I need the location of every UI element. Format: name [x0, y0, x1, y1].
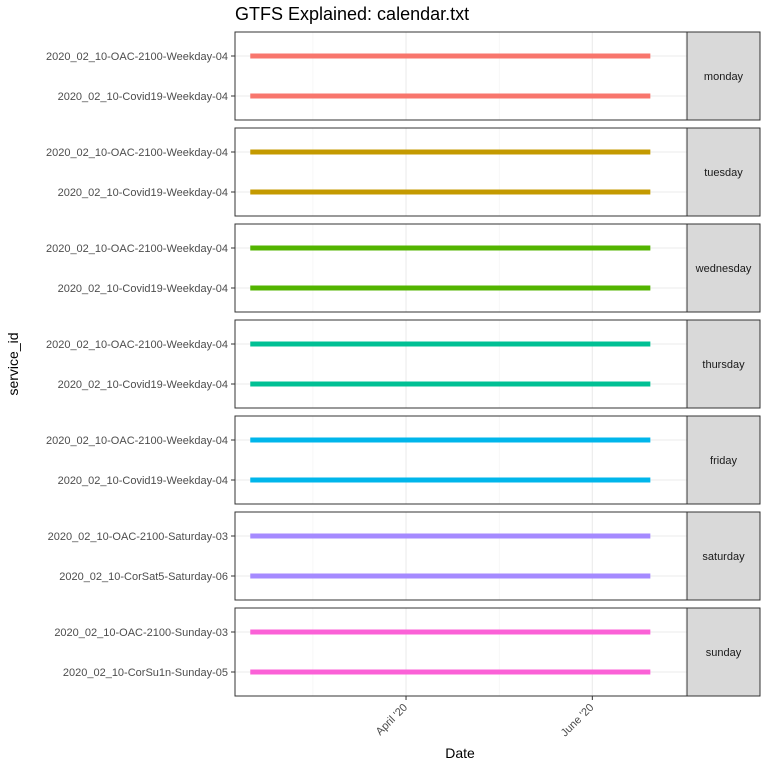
facet-sunday: 2020_02_10-OAC-2100-Sunday-03 2020_02_10-…	[54, 607, 761, 697]
panel-background	[235, 320, 687, 408]
facet-strip-label: sunday	[706, 647, 742, 659]
panel-background	[235, 416, 687, 504]
facet-strip-label: wednesday	[695, 263, 752, 275]
y-tick-label: 2020_02_10-OAC-2100-Saturday-03	[48, 531, 228, 543]
y-tick-label: 2020_02_10-OAC-2100-Weekday-04	[46, 51, 228, 63]
x-tick-label: April '20	[374, 702, 410, 738]
facet-strip	[686, 223, 761, 313]
facet-panels: 2020_02_10-OAC-2100-Weekday-04 2020_02_10…	[46, 31, 761, 697]
x-axis: April '20 June '20	[374, 696, 597, 740]
facet-wednesday: 2020_02_10-OAC-2100-Weekday-04 2020_02_10…	[46, 223, 761, 313]
facet-strip-label: monday	[704, 71, 744, 83]
y-tick-label: 2020_02_10-CorSu1n-Sunday-05	[63, 667, 228, 679]
facet-strip	[686, 319, 761, 409]
chart-title: GTFS Explained: calendar.txt	[235, 4, 469, 24]
y-tick-label: 2020_02_10-OAC-2100-Weekday-04	[46, 339, 228, 351]
y-tick-label: 2020_02_10-OAC-2100-Weekday-04	[46, 435, 228, 447]
y-axis-title: service_id	[5, 332, 21, 395]
x-axis-title: Date	[445, 745, 475, 761]
facet-strip	[686, 415, 761, 505]
y-tick-label: 2020_02_10-CorSat5-Saturday-06	[59, 571, 228, 583]
facet-friday: 2020_02_10-OAC-2100-Weekday-04 2020_02_10…	[46, 415, 761, 505]
y-tick-label: 2020_02_10-Covid19-Weekday-04	[58, 187, 228, 199]
y-tick-label: 2020_02_10-Covid19-Weekday-04	[58, 283, 228, 295]
y-tick-label: 2020_02_10-Covid19-Weekday-04	[58, 91, 228, 103]
y-tick-label: 2020_02_10-OAC-2100-Weekday-04	[46, 147, 228, 159]
panel-background	[235, 224, 687, 312]
facet-thursday: 2020_02_10-OAC-2100-Weekday-04 2020_02_10…	[46, 319, 761, 409]
facet-strip	[686, 511, 761, 601]
facet-strip	[686, 607, 761, 697]
y-tick-label: 2020_02_10-OAC-2100-Weekday-04	[46, 243, 228, 255]
y-tick-label: 2020_02_10-OAC-2100-Sunday-03	[54, 627, 228, 639]
panel-background	[235, 512, 687, 600]
facet-tuesday: 2020_02_10-OAC-2100-Weekday-04 2020_02_10…	[46, 127, 761, 217]
facet-strip-label: tuesday	[704, 167, 743, 179]
panel-background	[235, 608, 687, 696]
y-tick-label: 2020_02_10-Covid19-Weekday-04	[58, 379, 228, 391]
x-tick-label: June '20	[559, 702, 597, 740]
y-tick-label: 2020_02_10-Covid19-Weekday-04	[58, 475, 228, 487]
facet-saturday: 2020_02_10-OAC-2100-Saturday-03 2020_02_1…	[48, 511, 761, 601]
facet-strip-label: saturday	[702, 551, 745, 563]
facet-strip	[686, 31, 761, 121]
panel-background	[235, 128, 687, 216]
facet-strip-label: friday	[710, 455, 737, 467]
facet-strip-label: thursday	[702, 359, 745, 371]
facet-monday: 2020_02_10-OAC-2100-Weekday-04 2020_02_10…	[46, 31, 761, 121]
panel-background	[235, 32, 687, 120]
facet-strip	[686, 127, 761, 217]
